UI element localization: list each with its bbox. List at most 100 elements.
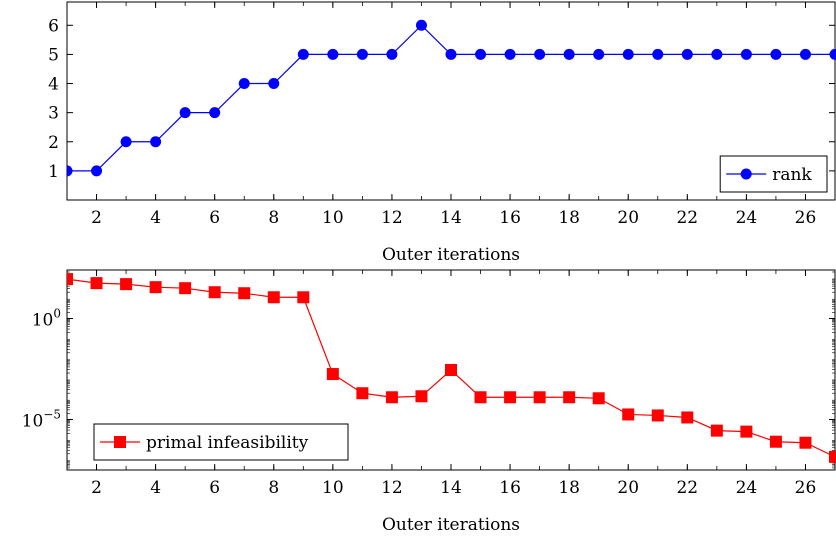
data-point (415, 390, 428, 403)
data-point (770, 48, 782, 60)
data-point (386, 48, 398, 60)
y-tick-label: 2 (48, 133, 59, 153)
x-tick-label: 10 (322, 478, 344, 498)
legend-marker (114, 436, 126, 448)
y-tick-label: 4 (48, 75, 59, 95)
data-point (67, 273, 73, 286)
data-point (297, 291, 310, 304)
data-point (563, 391, 576, 404)
y-tick-label: 6 (48, 16, 59, 36)
data-point (327, 48, 339, 60)
x-tick-label: 24 (736, 478, 758, 498)
x-tick-label: 18 (558, 478, 580, 498)
x-tick-label: 14 (440, 478, 462, 498)
y-tick-label: 100 (32, 306, 61, 330)
data-point (385, 391, 398, 404)
legend: rank (719, 155, 828, 193)
x-tick-label: 20 (617, 208, 639, 228)
data-point (356, 48, 368, 60)
data-point (710, 424, 723, 437)
data-point (534, 48, 546, 60)
legend-label: rank (772, 165, 812, 185)
data-point (445, 364, 457, 376)
x-tick-label: 14 (440, 208, 462, 228)
data-point (91, 165, 103, 177)
data-point (326, 368, 339, 381)
x-tick-label: 10 (322, 208, 344, 228)
data-point (592, 392, 605, 405)
x-tick-label: 18 (558, 208, 580, 228)
x-tick-label: 2 (91, 478, 102, 498)
data-point (120, 278, 133, 291)
data-point (563, 48, 575, 60)
data-point (268, 78, 280, 90)
x-tick-label: 20 (617, 478, 639, 498)
data-point (622, 48, 634, 60)
data-point (474, 391, 487, 404)
legend-marker (740, 168, 752, 180)
x-axis-label: Outer iterations (382, 515, 520, 535)
y-tick-label: 1 (48, 162, 59, 182)
x-tick-label: 16 (499, 208, 521, 228)
data-point (652, 48, 664, 60)
data-point (769, 435, 782, 448)
x-tick-label: 12 (381, 208, 403, 228)
data-point (238, 78, 250, 90)
data-point (120, 136, 132, 148)
x-tick-label: 8 (268, 478, 279, 498)
x-tick-label: 6 (209, 208, 220, 228)
data-point (533, 391, 546, 404)
x-tick-label: 16 (499, 478, 521, 498)
data-point (740, 425, 753, 438)
data-point (711, 48, 723, 60)
x-tick-label: 2 (91, 208, 102, 228)
data-point (208, 286, 221, 299)
x-tick-label: 26 (795, 478, 817, 498)
legend: primal infeasibility (93, 423, 349, 461)
data-point (445, 48, 457, 60)
series-line (67, 24, 835, 172)
series-primal-infeasibility (67, 273, 836, 463)
data-point (593, 48, 605, 60)
data-point (149, 281, 162, 294)
legend-label: primal infeasibility (146, 433, 309, 453)
data-point (415, 19, 427, 31)
x-tick-label: 6 (209, 478, 220, 498)
y-tick-label: 5 (48, 45, 59, 65)
x-axis-label: Outer iterations (382, 245, 520, 265)
x-tick-label: 22 (676, 208, 698, 228)
data-point (209, 107, 221, 119)
data-point (740, 48, 752, 60)
x-tick-label: 24 (736, 208, 758, 228)
x-tick-label: 12 (381, 478, 403, 498)
x-tick-label: 4 (150, 478, 161, 498)
x-tick-label: 4 (150, 208, 161, 228)
data-point (799, 48, 811, 60)
data-point (179, 107, 191, 119)
data-point (179, 282, 192, 295)
data-point (829, 450, 836, 463)
data-point (681, 411, 694, 424)
data-point (504, 48, 516, 60)
y-tick-label: 3 (48, 104, 59, 124)
data-point (829, 48, 836, 60)
data-point (267, 291, 280, 304)
data-point (651, 409, 664, 422)
x-tick-label: 22 (676, 478, 698, 498)
data-point (622, 408, 635, 421)
data-point (67, 165, 73, 177)
series-rank (67, 19, 836, 177)
data-point (799, 436, 812, 449)
data-point (90, 277, 103, 290)
x-tick-label: 26 (795, 208, 817, 228)
data-point (475, 48, 487, 60)
data-point (150, 136, 162, 148)
x-tick-label: 8 (268, 208, 279, 228)
data-point (504, 391, 517, 404)
data-point (356, 387, 369, 400)
data-point (681, 48, 693, 60)
y-tick-label: 10−5 (22, 407, 61, 431)
